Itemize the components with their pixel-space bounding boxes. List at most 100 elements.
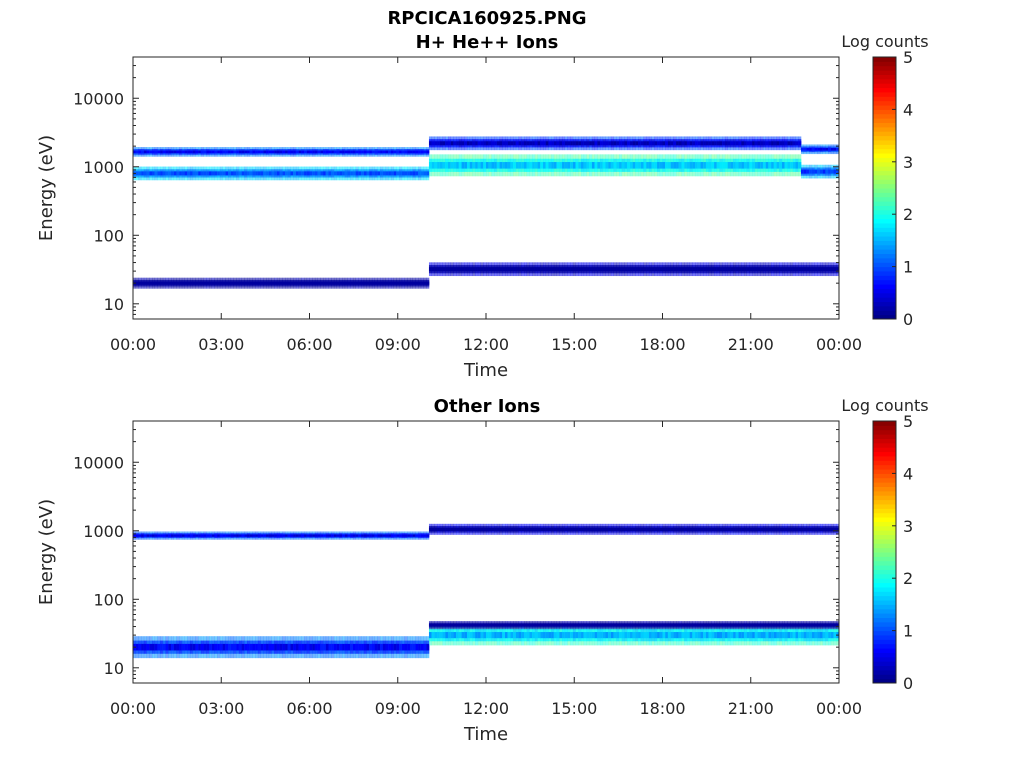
spectrogram-cell <box>428 162 432 169</box>
spectrogram-cell <box>241 171 245 176</box>
spectrogram-cell <box>572 267 576 272</box>
spectrogram-cell <box>638 162 642 169</box>
spectrogram-cell <box>475 623 479 627</box>
spectrogram-cell <box>733 162 737 169</box>
spectrogram-cell <box>366 171 370 176</box>
spectrogram-cell <box>518 632 522 639</box>
spectrogram-cell <box>822 623 826 627</box>
spectrogram-cell <box>586 527 590 531</box>
spectrogram-cell <box>792 267 796 272</box>
colorbar-segment <box>873 96 896 102</box>
spectrogram-cell <box>247 171 251 176</box>
spectrogram-cell <box>179 171 183 176</box>
spectrogram-cell <box>285 534 289 537</box>
colorbar-segment <box>873 552 896 557</box>
spectrogram-cell <box>548 527 552 531</box>
spectrogram-cell <box>540 623 544 627</box>
spectrogram-cell <box>570 267 574 272</box>
spectrogram-cell <box>819 527 824 531</box>
spectrogram-cell <box>214 281 218 285</box>
colorbar-segment <box>873 455 896 461</box>
spectrogram-cell <box>317 643 321 651</box>
spectrogram-cell <box>420 150 424 154</box>
spectrogram-cell <box>635 141 639 146</box>
spectrogram-cell <box>209 150 213 154</box>
spectrogram-cell <box>502 267 506 272</box>
spectrogram-cell <box>355 643 359 651</box>
y-axis-label: Energy (eV) <box>36 135 57 241</box>
spectrogram-cell <box>295 534 299 537</box>
colorbar-segment <box>873 643 896 649</box>
spectrogram-cell <box>662 267 666 272</box>
spectrogram-cell <box>396 534 400 537</box>
spectrogram-cell <box>722 623 726 627</box>
spectrogram-cell <box>374 643 378 651</box>
spectrogram-cell <box>695 632 699 639</box>
spectrogram-cell <box>276 643 280 651</box>
spectrogram-cell <box>143 534 147 537</box>
spectrogram-cell <box>382 150 386 154</box>
spectrogram-cell <box>659 141 663 146</box>
spectrogram-cell <box>716 527 720 531</box>
spectrogram-cell <box>437 632 441 639</box>
spectrogram-cell <box>342 281 346 285</box>
spectrogram-cell <box>483 632 487 639</box>
spectrogram-cell <box>447 162 451 169</box>
spectrogram-cell <box>779 632 783 639</box>
spectrogram-cell <box>483 623 487 627</box>
spectrogram-cell <box>714 141 718 146</box>
spectrogram-cell <box>792 527 796 531</box>
colorbar-segment <box>873 279 896 285</box>
colorbar-segment <box>873 109 896 115</box>
spectrogram-cell <box>806 267 810 272</box>
spectrogram-cell <box>830 632 834 639</box>
spectrogram-cell <box>754 267 758 272</box>
spectrogram-cell <box>741 527 745 531</box>
spectrogram-cell <box>179 534 183 537</box>
spectrogram-cell <box>635 267 639 272</box>
spectrogram-cell <box>670 141 674 146</box>
colorbar-segment <box>873 421 896 426</box>
spectrogram-cell <box>548 632 552 639</box>
spectrogram-cell <box>461 527 465 531</box>
spectrogram-cell <box>825 147 829 151</box>
spectrogram-cell <box>798 141 802 146</box>
spectrogram-cell <box>396 643 400 651</box>
spectrogram-cell <box>173 150 177 154</box>
x-axis-label: Time <box>463 724 508 745</box>
spectrogram-cell <box>312 281 316 285</box>
colorbar-segment <box>873 600 896 605</box>
spectrogram-cell <box>165 534 169 537</box>
spectrogram-cell <box>556 623 560 627</box>
spectrogram-cell <box>236 534 240 537</box>
spectrogram-cell <box>323 534 327 537</box>
spectrogram-cell <box>771 141 775 146</box>
colorbar-segment <box>873 469 896 474</box>
spectrogram-cell <box>222 643 226 651</box>
spectrogram-cell <box>271 150 275 154</box>
spectrogram-cell <box>135 534 139 537</box>
colorbar-tick-label: 5 <box>903 48 913 67</box>
spectrogram-cell <box>507 623 511 627</box>
spectrogram-cell <box>825 632 829 639</box>
spectrogram-cell <box>285 150 289 154</box>
spectrogram-cell <box>814 632 818 639</box>
spectrogram-cell <box>711 141 715 146</box>
spectrogram-cell <box>361 281 365 285</box>
spectrogram-cell <box>543 623 547 627</box>
spectrogram-cell <box>268 643 272 651</box>
spectrogram-cell <box>589 623 593 627</box>
spectrogram-cell <box>466 623 471 627</box>
spectrogram-cell <box>434 623 438 627</box>
spectrogram-cell <box>502 632 506 639</box>
spectrogram-cell <box>665 623 669 627</box>
colorbar-segment <box>873 135 896 141</box>
spectrogram-cell <box>735 527 739 531</box>
spectrogram-cell <box>488 623 492 627</box>
spectrogram-cell <box>355 171 359 176</box>
spectrogram-cell <box>146 150 150 154</box>
spectrogram-cell <box>339 171 343 176</box>
spectrogram-cell <box>627 623 631 627</box>
spectrogram-cell <box>488 632 492 639</box>
